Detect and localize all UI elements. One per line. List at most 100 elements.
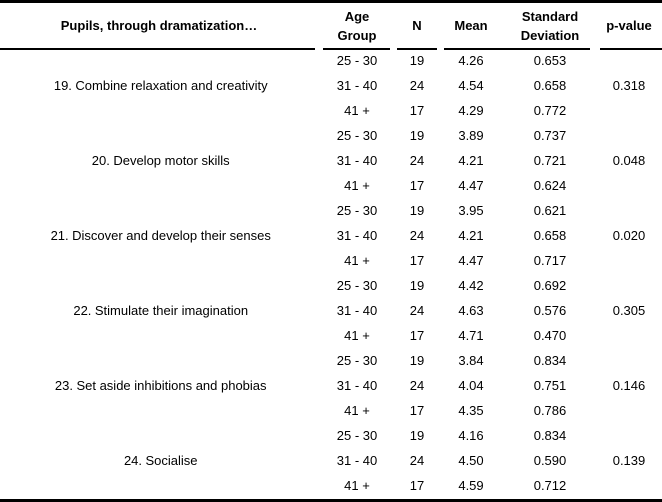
age-group-cell: 41 + xyxy=(344,328,370,343)
std-dev-cell: 0.621 xyxy=(533,203,567,218)
item-label-cell: 21. Discover and develop their senses xyxy=(0,198,318,273)
n-cell: 19 xyxy=(409,353,425,368)
table-row: 21. Discover and develop their senses 25 -… xyxy=(0,198,662,243)
n-cell: 17 xyxy=(409,328,425,343)
n-cell: 17 xyxy=(409,478,425,493)
p-value-cell: 0.139 xyxy=(612,453,646,468)
table-row: 41 + 17 4.47 0.717 xyxy=(0,248,662,273)
header-row: Pupils, through dramatization… Age Group… xyxy=(0,3,662,48)
age-group-cell: 25 - 30 xyxy=(336,278,378,293)
age-group-cell: 31 - 40 xyxy=(336,153,378,168)
header-age-group-label: Age Group xyxy=(337,8,377,43)
std-dev-cell: 0.576 xyxy=(533,303,567,318)
header-age-group: Age Group xyxy=(318,3,396,48)
item-label: Set aside inhibitions and phobias xyxy=(76,378,267,393)
p-value-cell: 0.146 xyxy=(612,378,646,393)
std-dev-cell: 0.470 xyxy=(533,328,567,343)
header-mean: Mean xyxy=(454,18,488,33)
n-cell: 24 xyxy=(409,78,425,93)
table-row: 41 + 17 4.71 0.470 xyxy=(0,323,662,348)
mean-cell: 4.21 xyxy=(458,228,484,243)
item-label-cell: 23. Set aside inhibitions and phobias xyxy=(0,348,318,423)
mean-cell: 4.26 xyxy=(458,53,484,68)
mean-cell: 4.50 xyxy=(458,453,484,468)
std-dev-cell: 0.721 xyxy=(533,153,567,168)
mean-cell: 4.47 xyxy=(458,253,484,268)
table-body: 19. Combine relaxation and creativity 25 -… xyxy=(0,48,662,498)
p-value-cell: 0.318 xyxy=(612,78,646,93)
p-value-cell: 0.048 xyxy=(612,153,646,168)
table-row: 41 + 17 4.29 0.772 xyxy=(0,98,662,123)
table-row: 31 - 40 24 4.54 0.658 xyxy=(0,73,662,98)
std-dev-cell: 0.834 xyxy=(533,428,567,443)
table-row: 31 - 40 24 4.63 0.576 xyxy=(0,298,662,323)
mean-cell: 4.59 xyxy=(458,478,484,493)
item-label: Develop motor skills xyxy=(113,153,230,168)
mean-cell: 4.71 xyxy=(458,328,484,343)
std-dev-cell: 0.590 xyxy=(533,453,567,468)
item-label: Socialise xyxy=(145,453,198,468)
n-cell: 19 xyxy=(409,278,425,293)
table-row: 23. Set aside inhibitions and phobias 25 -… xyxy=(0,348,662,393)
header-underline-segment xyxy=(0,48,315,50)
age-group-cell: 41 + xyxy=(344,403,370,418)
table-row: 41 + 17 4.35 0.786 xyxy=(0,398,662,423)
std-dev-cell: 0.751 xyxy=(533,378,567,393)
p-value-cell: 0.020 xyxy=(612,228,646,243)
age-group-cell: 31 - 40 xyxy=(336,453,378,468)
n-cell: 17 xyxy=(409,253,425,268)
item-label: Combine relaxation and creativity xyxy=(75,78,268,93)
std-dev-cell: 0.717 xyxy=(533,253,567,268)
table-row: 20. Develop motor skills 25 - 30 19 3.89 0.73… xyxy=(0,123,662,168)
item-number: 24. xyxy=(123,453,143,468)
table-row: 31 - 40 24 4.21 0.658 xyxy=(0,223,662,248)
results-table: Pupils, through dramatization… Age Group… xyxy=(0,3,662,498)
mean-cell: 4.54 xyxy=(458,78,484,93)
item-number: 20. xyxy=(91,153,110,168)
std-dev-cell: 0.653 xyxy=(533,53,567,68)
age-group-cell: 25 - 30 xyxy=(336,53,378,68)
item-label-cell: 19. Combine relaxation and creativity xyxy=(0,48,318,123)
header-underline-segment xyxy=(600,48,662,50)
n-cell: 17 xyxy=(409,103,425,118)
n-cell: 19 xyxy=(409,428,425,443)
header-std-dev: Standard Deviation xyxy=(520,8,580,43)
std-dev-cell: 0.712 xyxy=(533,478,567,493)
table-row: 22. Stimulate their imagination 25 - 30 19 4… xyxy=(0,273,662,318)
n-cell: 24 xyxy=(409,453,425,468)
n-cell: 19 xyxy=(409,203,425,218)
item-number: 23. xyxy=(54,378,73,393)
mean-cell: 4.21 xyxy=(458,153,484,168)
table-row: 41 + 17 4.47 0.624 xyxy=(0,173,662,198)
table-bottom-border xyxy=(0,499,662,502)
age-group-cell: 25 - 30 xyxy=(336,428,378,443)
item-number: 19. xyxy=(53,78,72,93)
table-row: 31 - 40 24 4.21 0.721 xyxy=(0,148,662,173)
mean-cell: 4.47 xyxy=(458,178,484,193)
table-row: 24. Socialise 25 - 30 19 4.16 0.834 0.139 xyxy=(0,423,662,468)
n-cell: 17 xyxy=(409,178,425,193)
p-value-cell: 0.305 xyxy=(612,303,646,318)
header-underline-segment xyxy=(323,48,390,50)
age-group-cell: 25 - 30 xyxy=(336,353,378,368)
header-pupils-title: Pupils, through dramatization… xyxy=(60,18,258,33)
mean-cell: 3.89 xyxy=(458,128,484,143)
age-group-cell: 25 - 30 xyxy=(336,128,378,143)
std-dev-cell: 0.692 xyxy=(533,278,567,293)
mean-cell: 4.42 xyxy=(458,278,484,293)
item-number: 21. xyxy=(50,228,69,243)
item-label-cell: 24. Socialise xyxy=(0,423,318,498)
header-p-value: p-value xyxy=(606,18,652,33)
age-group-cell: 41 + xyxy=(344,178,370,193)
header-underline-segment xyxy=(444,48,590,50)
mean-cell: 4.16 xyxy=(458,428,484,443)
age-group-cell: 25 - 30 xyxy=(336,203,378,218)
std-dev-cell: 0.624 xyxy=(533,178,567,193)
n-cell: 17 xyxy=(409,403,425,418)
age-group-cell: 31 - 40 xyxy=(336,378,378,393)
n-cell: 19 xyxy=(409,53,425,68)
n-cell: 24 xyxy=(409,303,425,318)
header-n: N xyxy=(412,18,422,33)
mean-cell: 4.04 xyxy=(458,378,484,393)
